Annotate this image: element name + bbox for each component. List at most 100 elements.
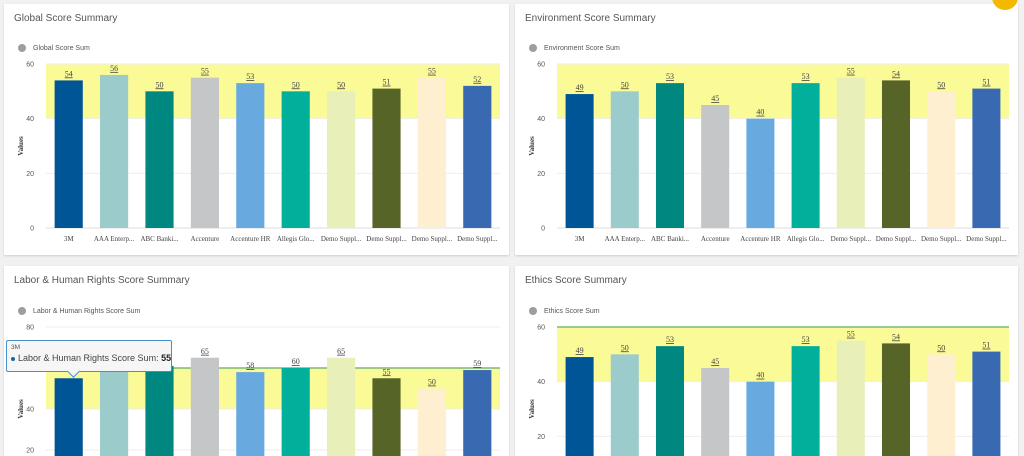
bar: [792, 346, 820, 456]
data-label: 40: [756, 371, 764, 380]
y-tick-label: 60: [537, 325, 545, 332]
tooltip-series-label: Labor & Human Rights Score Sum:: [18, 353, 161, 363]
bar: [418, 389, 446, 456]
bar: [611, 91, 639, 228]
bar: [611, 354, 639, 456]
data-label: 52: [473, 75, 481, 84]
bar: [746, 119, 774, 228]
x-tick-label: Accenture: [191, 235, 220, 243]
data-label: 55: [847, 67, 855, 76]
data-label: 53: [802, 335, 810, 344]
x-tick-label: AAA Enterp...: [605, 235, 646, 243]
y-axis-label: Values: [17, 399, 25, 419]
bar: [927, 91, 955, 228]
bar: [792, 83, 820, 228]
data-label: 60: [292, 357, 300, 366]
y-tick-label: 0: [541, 226, 545, 233]
x-tick-label: ABC Banki...: [651, 235, 689, 243]
bar: [972, 352, 1000, 456]
bar: [701, 368, 729, 456]
chart-tooltip: 3M Labor & Human Rights Score Sum: 55: [6, 340, 172, 372]
data-label: 49: [576, 83, 584, 92]
data-label: 49: [576, 346, 584, 355]
x-tick-label: Allegis Glo...: [277, 235, 315, 243]
x-tick-label: Accenture: [701, 235, 730, 243]
bar: [463, 370, 491, 456]
data-label: 50: [937, 80, 945, 89]
data-label: 56: [110, 64, 118, 73]
x-tick-label: Demo Suppl...: [831, 235, 872, 243]
x-tick-label: ABC Banki...: [140, 235, 178, 243]
bar: [566, 94, 594, 228]
bar: [566, 357, 594, 456]
series-dot-icon: [11, 357, 15, 361]
bar: [656, 83, 684, 228]
ethics-score-card: Ethics Score Summary Ethics Score Sum 02…: [515, 266, 1018, 456]
bar: [145, 91, 173, 228]
y-tick-label: 0: [30, 226, 34, 233]
data-label: 54: [892, 69, 900, 78]
data-label: 40: [756, 108, 764, 117]
bar: [327, 358, 355, 456]
tooltip-category: 3M: [11, 344, 167, 351]
bar: [282, 91, 310, 228]
bar: [282, 368, 310, 456]
bar: [55, 378, 83, 456]
bar: [100, 368, 128, 456]
x-tick-label: Demo Suppl...: [966, 235, 1007, 243]
data-label: 59: [473, 359, 481, 368]
data-label: 65: [201, 347, 209, 356]
x-tick-label: Accenture HR: [740, 235, 781, 243]
bar: [100, 75, 128, 228]
bar: [372, 378, 400, 456]
y-tick-label: 40: [537, 379, 545, 386]
bar: [145, 366, 173, 456]
data-label: 50: [621, 80, 629, 89]
data-label: 55: [428, 67, 436, 76]
bar: [327, 91, 355, 228]
x-tick-label: Demo Suppl...: [412, 235, 453, 243]
y-axis-label: Values: [528, 399, 536, 419]
y-tick-label: 40: [26, 407, 34, 414]
x-tick-label: Demo Suppl...: [876, 235, 917, 243]
data-label: 50: [621, 343, 629, 352]
y-tick-label: 20: [537, 434, 545, 441]
y-tick-label: 60: [537, 62, 545, 69]
data-label: 54: [892, 332, 900, 341]
x-tick-label: Allegis Glo...: [787, 235, 825, 243]
data-label: 55: [383, 367, 391, 376]
y-tick-label: 40: [26, 116, 34, 123]
data-label: 50: [292, 80, 300, 89]
data-label: 50: [937, 343, 945, 352]
y-axis-label: Values: [17, 136, 25, 156]
bar: [191, 78, 219, 228]
x-tick-label: Demo Suppl...: [321, 235, 362, 243]
data-label: 50: [156, 80, 164, 89]
x-tick-label: Demo Suppl...: [457, 235, 498, 243]
data-label: 55: [201, 67, 209, 76]
x-tick-label: 3M: [575, 235, 586, 243]
bar: [746, 382, 774, 456]
environment-score-card: Environment Score Summary Environment Sc…: [515, 4, 1018, 255]
x-tick-label: 3M: [64, 235, 75, 243]
data-label: 55: [847, 330, 855, 339]
bar: [882, 343, 910, 456]
bar: [882, 80, 910, 228]
y-tick-label: 80: [26, 325, 34, 332]
x-tick-label: Demo Suppl...: [921, 235, 962, 243]
bar: [656, 346, 684, 456]
data-label: 53: [246, 72, 254, 81]
data-label: 53: [666, 335, 674, 344]
data-label: 51: [982, 341, 990, 350]
bar: [55, 80, 83, 228]
bar: [418, 78, 446, 228]
y-axis-label: Values: [528, 136, 536, 156]
data-label: 65: [337, 347, 345, 356]
x-tick-label: Demo Suppl...: [366, 235, 407, 243]
data-label: 45: [711, 357, 719, 366]
data-label: 54: [65, 69, 73, 78]
